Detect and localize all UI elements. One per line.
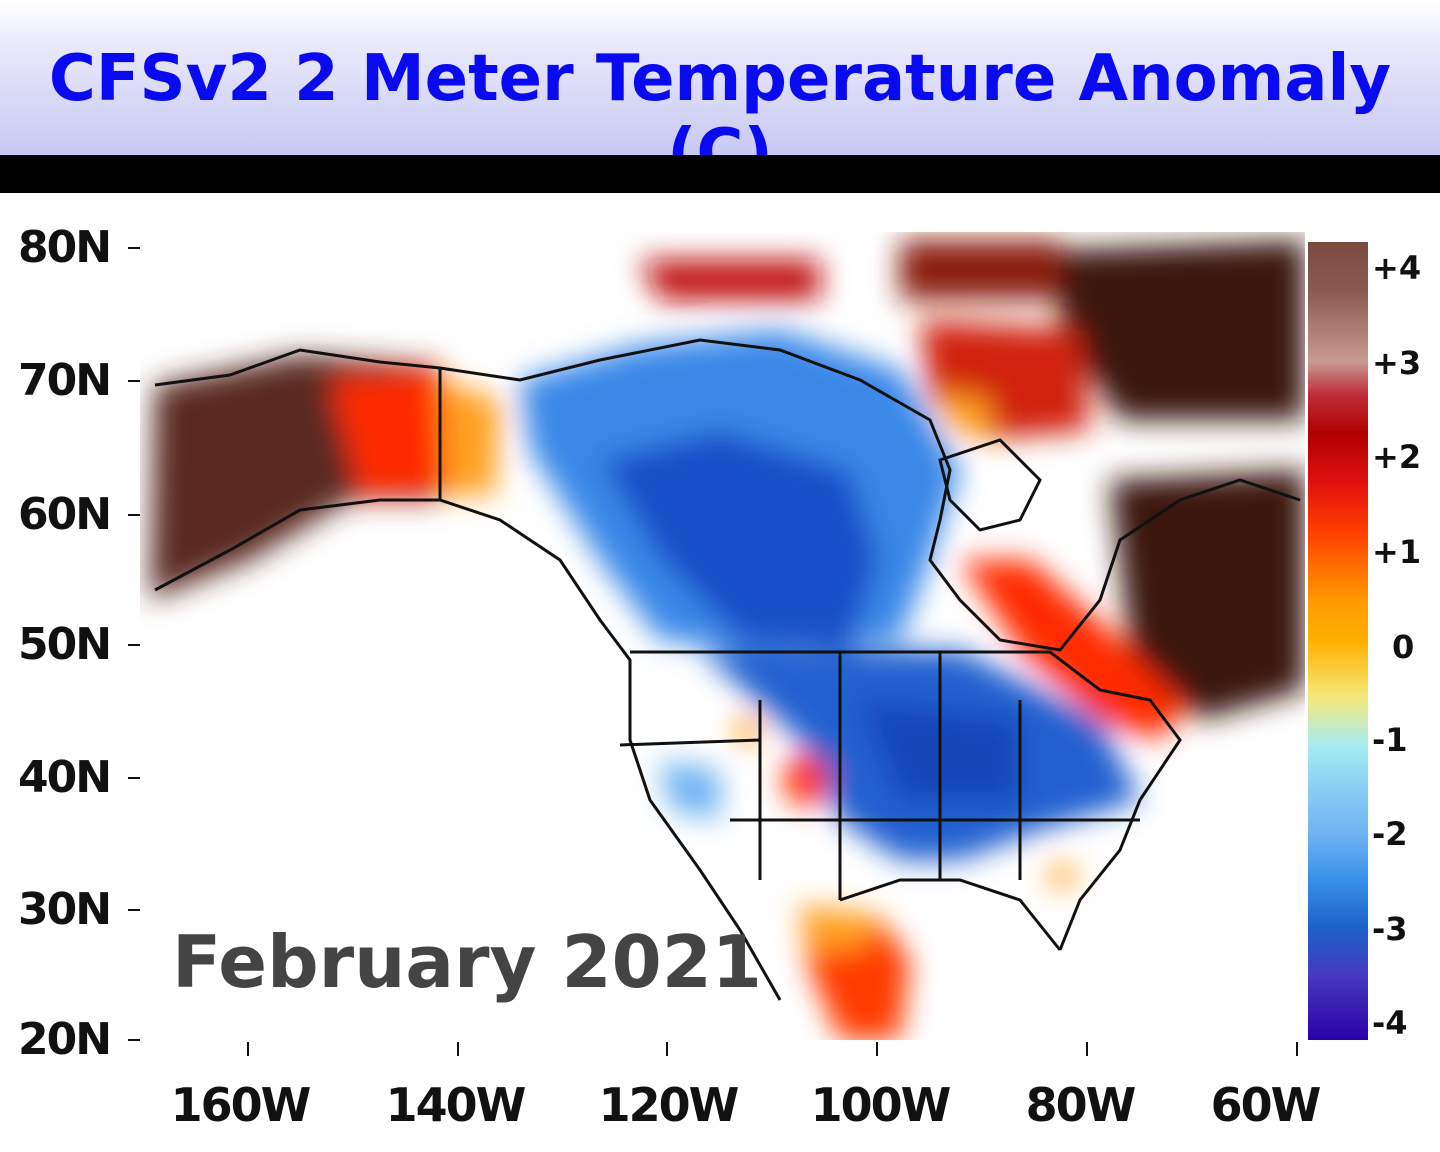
map-title: CFSv2 2 Meter Temperature Anomaly (C) bbox=[48, 42, 1392, 190]
anomaly-field bbox=[150, 240, 1305, 1040]
lon-label-160w: 160W bbox=[170, 1078, 312, 1132]
lat-label-70n: 70N bbox=[18, 355, 112, 406]
lat-label-80n: 80N bbox=[18, 222, 112, 273]
title-bar: CFSv2 2 Meter Temperature Anomaly (C) bbox=[0, 0, 1440, 190]
colorbar-label: -4 bbox=[1372, 1004, 1408, 1042]
colorbar-label: +4 bbox=[1372, 249, 1422, 287]
lon-label-140w: 140W bbox=[385, 1078, 527, 1132]
colorbar-label: -1 bbox=[1372, 721, 1408, 759]
lon-label-60w: 60W bbox=[1210, 1078, 1322, 1132]
lat-label-60n: 60N bbox=[18, 489, 112, 540]
colorbar bbox=[1308, 242, 1368, 1040]
lat-label-30n: 30N bbox=[18, 884, 112, 935]
colorbar-label: +2 bbox=[1372, 438, 1422, 476]
lon-label-100w: 100W bbox=[810, 1078, 952, 1132]
lat-label-20n: 20N bbox=[18, 1014, 112, 1065]
lon-label-80w: 80W bbox=[1025, 1078, 1137, 1132]
title-divider bbox=[0, 155, 1440, 193]
coastlines bbox=[154, 338, 1301, 1001]
lat-label-50n: 50N bbox=[18, 619, 112, 670]
colorbar-label: +1 bbox=[1372, 533, 1422, 571]
lat-label-40n: 40N bbox=[18, 752, 112, 803]
colorbar-label: -2 bbox=[1372, 815, 1408, 853]
lon-label-120w: 120W bbox=[598, 1078, 740, 1132]
colorbar-label: 0 bbox=[1392, 628, 1415, 666]
colorbar-label: -3 bbox=[1372, 910, 1408, 948]
colorbar-label: +3 bbox=[1372, 344, 1422, 382]
axis-ticks bbox=[128, 247, 1298, 1056]
period-label: February 2021 bbox=[172, 920, 762, 1004]
